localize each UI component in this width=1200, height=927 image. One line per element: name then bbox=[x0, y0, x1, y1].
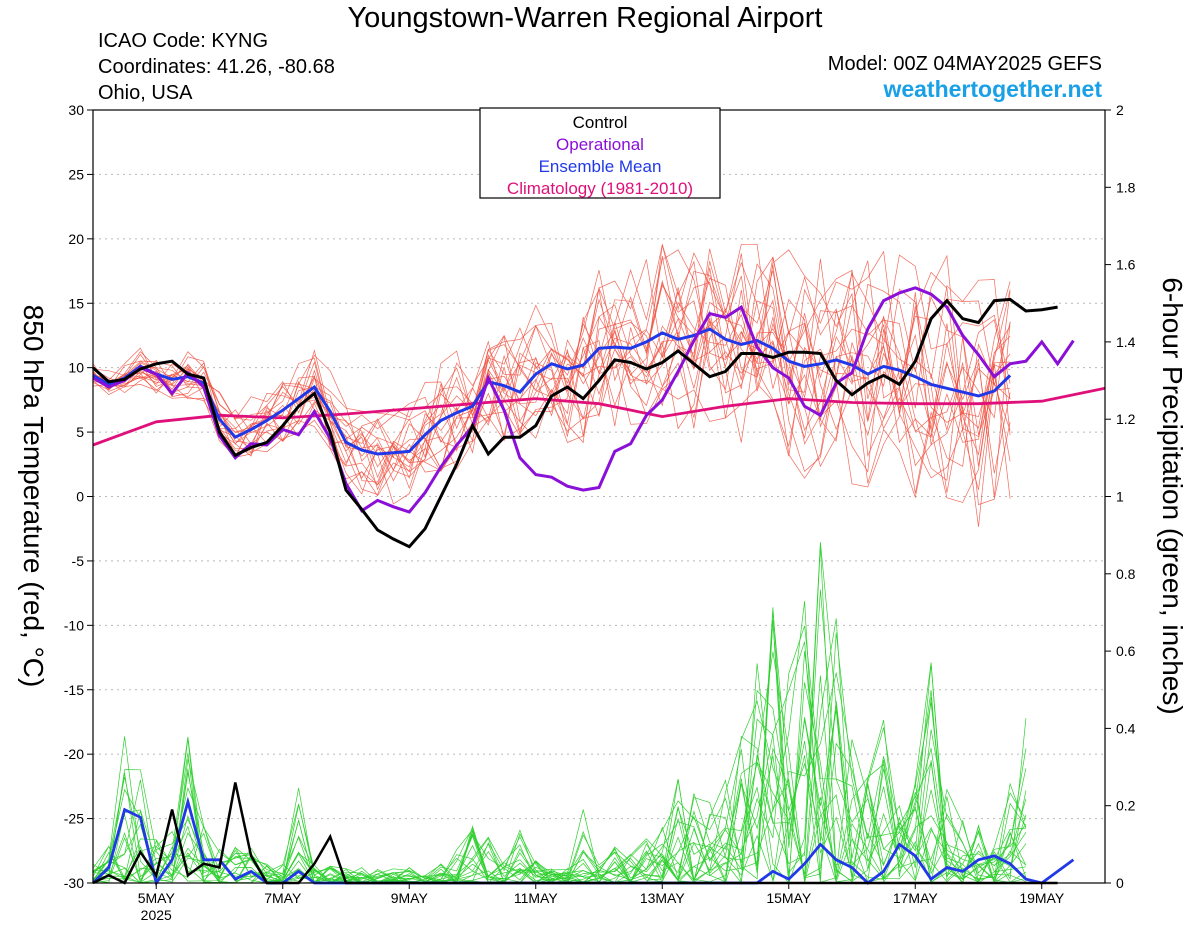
ensemble-member-precip bbox=[92, 618, 1027, 884]
x-tick-label: 17MAY bbox=[893, 890, 939, 906]
y-tick-label: -10 bbox=[64, 617, 84, 633]
ensemble-member-precip bbox=[92, 542, 1027, 884]
ensemble-member-temp bbox=[92, 243, 1011, 495]
ensemble-member-precip bbox=[92, 689, 1027, 884]
legend-entry: Operational bbox=[556, 135, 644, 154]
y2-tick-label: 1.4 bbox=[1116, 334, 1136, 350]
series-lines bbox=[92, 286, 1106, 887]
y2-tick-label: 2 bbox=[1116, 102, 1124, 118]
ensemble-member-temp bbox=[92, 256, 1011, 488]
y-tick-label: -15 bbox=[64, 682, 84, 698]
y-tick-label: -30 bbox=[64, 875, 84, 891]
ensemble-member-precip bbox=[92, 611, 1027, 885]
model-run: Model: 00Z 04MAY2025 GEFS bbox=[827, 53, 1102, 75]
legend-entry: Ensemble Mean bbox=[539, 157, 662, 176]
y2-tick-label: 0 bbox=[1116, 875, 1124, 891]
ensemble-member-precip bbox=[92, 545, 1027, 884]
y2-tick-label: 0.2 bbox=[1116, 798, 1136, 814]
x-tick-label: 11MAY bbox=[514, 890, 558, 906]
y2-tick-label: 1 bbox=[1116, 489, 1124, 505]
ensemble-member-precip bbox=[92, 619, 1027, 884]
y-tick-label: 0 bbox=[76, 489, 84, 505]
ensemble-member-precip bbox=[92, 675, 1027, 884]
y-tick-label: 5 bbox=[76, 424, 84, 440]
y-tick-label: 10 bbox=[68, 360, 84, 376]
grid bbox=[93, 173, 1105, 820]
ensemble-member-temp bbox=[92, 260, 1011, 490]
legend: Control Operational Ensemble Mean Climatolo… bbox=[479, 107, 721, 199]
ensemble-member-precip bbox=[92, 601, 1026, 884]
y2-tick-label: 0.8 bbox=[1116, 566, 1136, 582]
y-tick-label: -5 bbox=[72, 553, 85, 569]
x-tick-sublabel: 2025 bbox=[141, 907, 172, 923]
legend-entry: Control bbox=[573, 113, 628, 132]
y2-tick-label: 1.8 bbox=[1116, 179, 1136, 195]
series-operational bbox=[92, 286, 1075, 514]
ensemble-member-precip bbox=[92, 738, 1027, 884]
ensemble-member-temp bbox=[92, 244, 1011, 473]
y-tick-label: -25 bbox=[64, 811, 84, 827]
ensemble-member-precip bbox=[92, 620, 1027, 884]
ensemble-member-temp bbox=[92, 258, 1011, 506]
ensemble-member-temp bbox=[92, 249, 1011, 459]
axes: -30-25-20-15-10-505101520253000.20.40.60… bbox=[64, 102, 1136, 923]
y2-tick-label: 0.6 bbox=[1116, 643, 1136, 659]
legend-entry: Climatology (1981-2010) bbox=[507, 179, 693, 198]
ensemble-member-precip bbox=[92, 740, 1027, 884]
x-tick-label: 13MAY bbox=[640, 890, 686, 906]
ensemble-member-temp bbox=[92, 261, 1011, 479]
legend-box bbox=[479, 107, 721, 199]
x-tick-label: 5MAY bbox=[138, 890, 176, 906]
site-link[interactable]: weathertogether.net bbox=[883, 76, 1102, 102]
y-tick-label: 20 bbox=[68, 231, 84, 247]
x-tick-label: 19MAY bbox=[1019, 890, 1065, 906]
y-tick-label: 25 bbox=[68, 166, 84, 182]
icao-code: ICAO Code: KYNG bbox=[98, 30, 269, 52]
station-info: ICAO Code: KYNG Coordinates: 41.26, -80.… bbox=[98, 28, 335, 106]
ensemble-precip-members bbox=[92, 542, 1027, 885]
series-control bbox=[92, 297, 1058, 549]
location: Ohio, USA bbox=[98, 82, 193, 104]
series-climatology bbox=[92, 386, 1106, 447]
ensemble-member-precip bbox=[92, 589, 1027, 884]
chart-title: Youngstown-Warren Regional Airport bbox=[347, 2, 823, 34]
x-tick-label: 9MAY bbox=[391, 890, 429, 906]
ensemble-member-temp bbox=[92, 269, 1011, 527]
y2-tick-label: 0.4 bbox=[1116, 720, 1136, 736]
x-tick-label: 15MAY bbox=[766, 890, 812, 906]
x-tick-label: 7MAY bbox=[264, 890, 302, 906]
y2-tick-label: 1.6 bbox=[1116, 257, 1136, 273]
y2-tick-label: 1.2 bbox=[1116, 411, 1136, 427]
y-tick-label: -20 bbox=[64, 746, 84, 762]
ensemble-temperature-members bbox=[92, 243, 1011, 527]
y-tick-label: 30 bbox=[68, 102, 84, 118]
ensemble-member-temp bbox=[92, 250, 1011, 483]
series-ensemble-mean bbox=[92, 327, 1012, 456]
y-tick-label: 15 bbox=[68, 295, 84, 311]
ensemble-member-temp bbox=[92, 256, 1011, 498]
coordinates: Coordinates: 41.26, -80.68 bbox=[98, 56, 335, 78]
